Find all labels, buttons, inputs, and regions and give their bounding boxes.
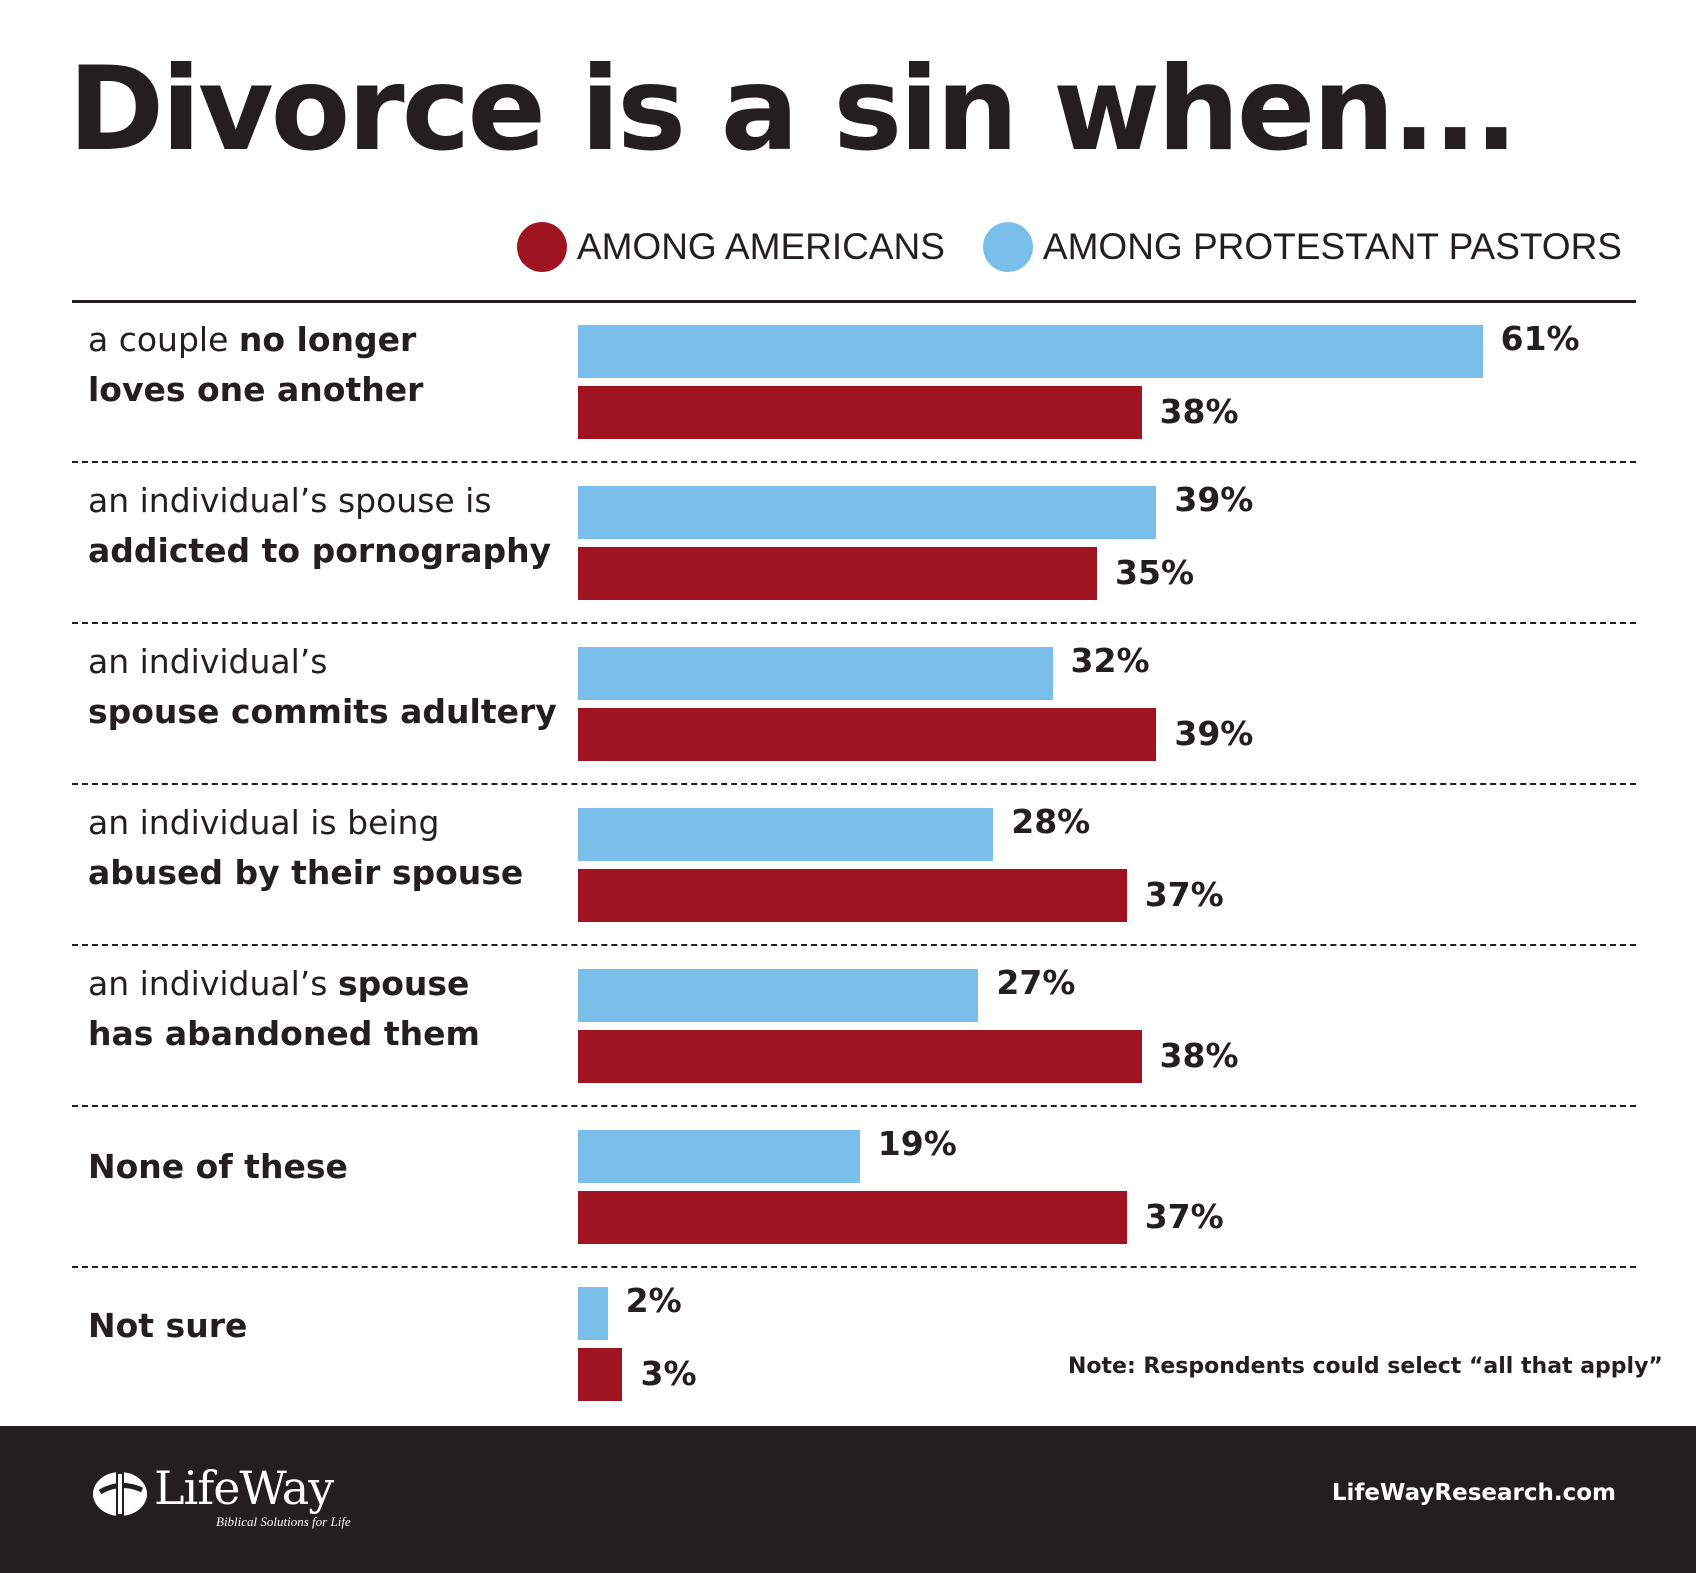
value-label-americans: 38%	[1159, 392, 1239, 431]
category-label-part: an individual’s	[88, 964, 338, 1003]
legend-label-pastors: AMONG PROTESTANT PASTORS	[1042, 226, 1622, 267]
row-divider	[72, 461, 1636, 463]
lifeway-logo-icon	[93, 1472, 147, 1516]
bar-pastors	[578, 1130, 860, 1183]
category-label-part: an individual’s spouse is	[88, 481, 492, 520]
logo-tagline: Biblical Solutions for Life	[216, 1514, 351, 1529]
row-divider	[72, 1266, 1636, 1268]
category-label-part: an individual is being	[88, 803, 440, 842]
bar-pastors	[578, 647, 1053, 700]
category-label: Not sure	[88, 1301, 247, 1351]
value-label-pastors: 39%	[1174, 480, 1254, 519]
bar-americans	[578, 386, 1142, 439]
category-label: an individual’s spouse is addicted to por…	[88, 476, 551, 576]
category-label: an individual’s spouse has abandoned them	[88, 959, 480, 1059]
category-label-part: has abandoned them	[88, 1014, 480, 1053]
page-title: Divorce is a sin when...	[68, 42, 1518, 177]
bar-americans	[578, 1030, 1142, 1083]
bar-pastors	[578, 969, 979, 1022]
footnote: Note: Respondents could select “all that…	[1068, 1354, 1663, 1379]
footer: LifeWay Biblical Solutions for Life Life…	[0, 1426, 1696, 1573]
legend-swatch-americans	[516, 222, 567, 272]
category-label-part: spouse commits adultery	[88, 692, 557, 731]
legend-swatch-pastors	[982, 222, 1033, 272]
row-divider	[72, 622, 1636, 624]
legend-item-pastors: AMONG PROTESTANT PASTORS	[982, 222, 1622, 272]
value-label-pastors: 2%	[625, 1281, 682, 1320]
category-label: None of these	[88, 1142, 348, 1192]
bar-pastors	[578, 486, 1157, 539]
category-label-part: addicted to pornography	[88, 531, 552, 570]
value-label-pastors: 32%	[1070, 641, 1150, 680]
legend-label-americans: AMONG AMERICANS	[576, 226, 945, 267]
category-label: a couple no longer loves one another	[88, 315, 423, 415]
bar-americans	[578, 708, 1157, 761]
category-label: an individual’s spouse commits adultery	[88, 637, 557, 737]
category-label-part: an individual’s	[88, 642, 328, 681]
category-label-part: Not sure	[88, 1306, 248, 1345]
value-label-americans: 38%	[1159, 1036, 1239, 1075]
value-label-pastors: 19%	[877, 1124, 957, 1163]
value-label-americans: 37%	[1144, 1197, 1224, 1236]
lifeway-logo: LifeWay Biblical Solutions for Life	[90, 1462, 351, 1530]
legend-item-americans: AMONG AMERICANS	[516, 222, 945, 272]
logo-name: LifeWay	[154, 1461, 334, 1515]
bar-pastors	[578, 1287, 608, 1340]
category-label-part: abused by their spouse	[88, 853, 524, 892]
bar-americans	[578, 1191, 1127, 1244]
category-label-part: spouse	[337, 964, 470, 1003]
bar-americans	[578, 1348, 623, 1401]
site-url: LifeWayResearch.com	[1331, 1480, 1616, 1506]
category-label: an individual is being abused by their sp…	[88, 798, 523, 898]
logo-text: LifeWay Biblical Solutions for Life	[154, 1462, 351, 1530]
row-divider	[72, 783, 1636, 785]
value-label-americans: 35%	[1115, 553, 1195, 592]
value-label-americans: 3%	[640, 1354, 697, 1393]
legend: AMONG AMERICANS AMONG PROTESTANT PASTORS	[479, 222, 1622, 272]
value-label-pastors: 27%	[996, 963, 1076, 1002]
value-label-pastors: 61%	[1500, 319, 1580, 358]
value-label-pastors: 28%	[1011, 802, 1091, 841]
value-label-americans: 37%	[1144, 875, 1224, 914]
row-divider	[72, 1105, 1636, 1107]
category-label-part: no longer	[238, 320, 417, 359]
bar-americans	[578, 869, 1127, 922]
category-label-part: a couple	[88, 320, 239, 359]
bar-americans	[578, 547, 1098, 600]
value-label-americans: 39%	[1174, 714, 1254, 753]
category-label-part: None of these	[88, 1147, 348, 1186]
top-rule	[72, 300, 1636, 303]
row-divider	[72, 944, 1636, 946]
bar-pastors	[578, 808, 994, 861]
category-label-part: loves one another	[88, 370, 424, 409]
bar-pastors	[578, 325, 1483, 378]
